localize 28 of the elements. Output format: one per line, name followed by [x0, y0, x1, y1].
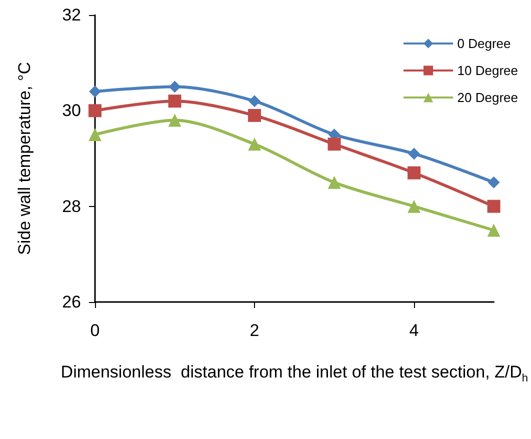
point — [248, 108, 262, 122]
legend-label: 0 Degree — [457, 36, 511, 51]
x-tick-label: 4 — [409, 321, 419, 340]
point — [88, 128, 102, 142]
y-tick-label: 28 — [62, 196, 81, 216]
point — [328, 138, 341, 151]
point — [168, 94, 182, 108]
point — [328, 176, 341, 189]
point — [168, 114, 182, 127]
legend-label: 20 Degree — [457, 90, 518, 105]
point — [168, 80, 181, 93]
point — [248, 138, 262, 151]
y-tick-label: 26 — [62, 292, 81, 312]
x-tick-label: 2 — [250, 321, 260, 340]
point — [487, 224, 500, 237]
point — [248, 95, 261, 108]
point — [487, 200, 500, 213]
y-axis-title: Side wall temperature, °C — [15, 62, 34, 255]
point — [408, 166, 421, 180]
point — [89, 86, 101, 98]
y-tick-label: 32 — [62, 6, 81, 24]
legend-label: 10 Degree — [457, 63, 518, 78]
point — [488, 176, 500, 188]
point — [88, 104, 102, 118]
point — [408, 200, 421, 213]
y-tick-label: 30 — [62, 101, 81, 120]
point — [408, 148, 420, 160]
x-tick-label: 0 — [90, 321, 100, 340]
